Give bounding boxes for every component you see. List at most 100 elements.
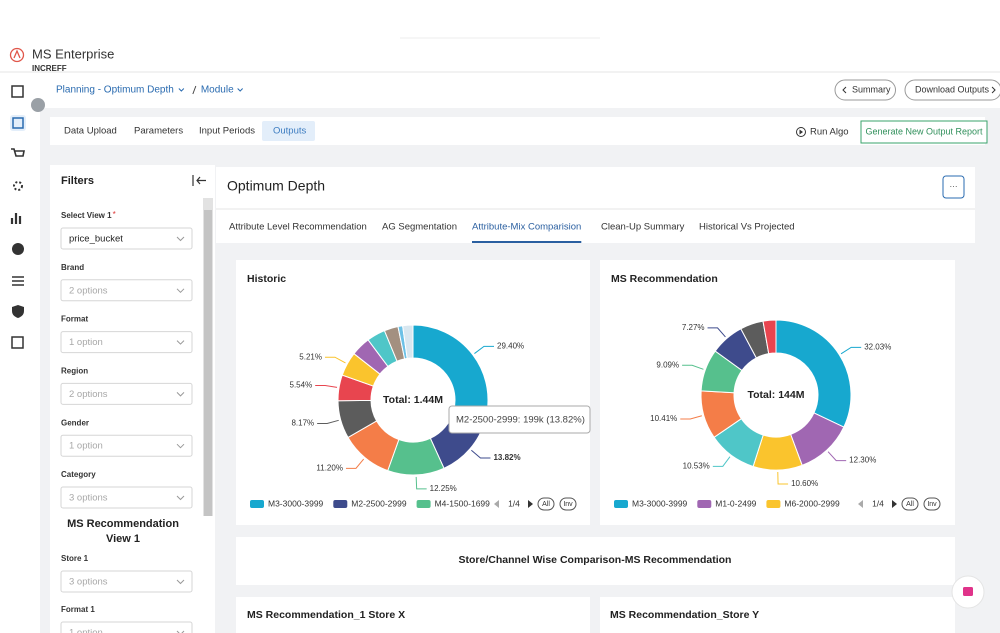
select[interactable] [60, 279, 193, 302]
nav-icon[interactable] [12, 305, 24, 318]
header-button-label[interactable]: Download Outputs [915, 84, 990, 94]
chevron [176, 443, 185, 449]
scroll-thumb[interactable] [204, 210, 212, 516]
collapse-toggle[interactable] [31, 98, 45, 112]
select[interactable] [60, 331, 193, 354]
select[interactable] [60, 570, 193, 593]
nav-icon[interactable] [12, 117, 24, 129]
select[interactable] [60, 227, 193, 250]
legend-label[interactable]: M2-2500-2999 [351, 498, 407, 508]
data-label: 9.09% [656, 360, 679, 369]
select[interactable] [60, 382, 193, 405]
legend-swatch[interactable] [250, 500, 264, 508]
data-label: 10.53% [683, 461, 710, 470]
tooltip-text: M2-2500-2999: 199k (13.82%) [456, 415, 585, 426]
legend-next[interactable] [528, 500, 533, 508]
legend-label[interactable]: M3-3000-3999 [632, 498, 688, 508]
tab[interactable]: Data Upload [64, 126, 117, 137]
header-button-label[interactable]: Summary [852, 84, 891, 94]
nav-icon[interactable] [10, 213, 22, 224]
legend-button-label[interactable]: Inv [927, 501, 937, 508]
sidebar [10, 85, 26, 349]
header-button[interactable] [904, 79, 1000, 101]
chevron [176, 495, 185, 501]
nav-icon-active[interactable] [10, 115, 26, 131]
select-value[interactable]: price_bucket [69, 234, 123, 245]
action-button[interactable]: Run Algo [810, 127, 849, 138]
legend-swatch[interactable] [614, 500, 628, 508]
run-icon[interactable] [796, 127, 806, 137]
breadcrumb-item[interactable]: Planning - Optimum Depth [56, 85, 174, 96]
nav-icon[interactable] [11, 85, 24, 98]
header-button[interactable] [834, 79, 897, 101]
data-label: 13.82% [493, 453, 520, 462]
select-value[interactable]: 3 options [69, 577, 108, 588]
logo-mark [13, 49, 21, 59]
select-value[interactable]: 1 option [69, 337, 103, 348]
filter-section-title: MS Recommendation View 1 [67, 518, 179, 545]
tab[interactable]: Outputs [273, 126, 307, 137]
subtab[interactable]: Clean-Up Summary [601, 222, 685, 233]
tab[interactable]: Input Periods [199, 126, 255, 137]
nav-icon[interactable] [12, 276, 24, 286]
collapse-icon[interactable] [192, 175, 206, 186]
nav-icon[interactable] [11, 148, 25, 157]
legend-swatch[interactable] [333, 500, 348, 508]
chevron [842, 86, 847, 94]
leader-line [415, 476, 427, 490]
nav-icon[interactable] [12, 243, 24, 255]
menu-button[interactable] [942, 175, 965, 199]
action-button-frame[interactable] [860, 120, 988, 144]
legend-swatch[interactable] [416, 500, 431, 508]
chevron [237, 88, 244, 92]
legend-swatch[interactable] [697, 500, 712, 508]
legend-label[interactable]: M6-2000-2999 [784, 498, 840, 508]
menu-icon[interactable]: ··· [950, 182, 958, 191]
subtab[interactable]: Attribute-Mix Comparision [472, 222, 581, 233]
nav-icon[interactable] [11, 336, 24, 349]
legend-label[interactable]: M4-1500-1699 [435, 498, 491, 508]
legend-button[interactable] [559, 497, 577, 511]
data-label: 12.25% [430, 484, 457, 493]
legend-label[interactable]: M1-0-2499 [715, 498, 756, 508]
main-title: Optimum Depth [227, 178, 325, 194]
tab[interactable]: Parameters [134, 126, 183, 137]
select-value[interactable]: 1 option [69, 441, 103, 452]
legend-button-label[interactable]: All [906, 501, 914, 508]
breadcrumb-item[interactable]: Module [201, 85, 234, 96]
chat-icon[interactable] [963, 587, 973, 596]
nav-icon[interactable] [13, 181, 23, 191]
legend-prev[interactable] [494, 500, 499, 508]
legend-next[interactable] [892, 500, 897, 508]
select-value[interactable]: 2 options [69, 389, 108, 400]
select-value[interactable]: 1 option [69, 628, 103, 633]
legend-button-label[interactable]: Inv [563, 501, 573, 508]
subtab[interactable]: Historical Vs Projected [699, 222, 795, 233]
legend-prev[interactable] [858, 500, 863, 508]
legend-swatch[interactable] [766, 500, 781, 508]
subtab[interactable]: AG Segmentation [382, 222, 457, 233]
legend-label[interactable]: M3-3000-3999 [268, 498, 324, 508]
required-mark: * [113, 210, 116, 219]
legend-button[interactable] [901, 497, 919, 511]
chevron [176, 236, 185, 242]
filter-label: Category [61, 470, 96, 479]
select-value[interactable]: 2 options [69, 285, 108, 296]
subtab[interactable]: Attribute Level Recommendation [229, 222, 367, 233]
select-value[interactable]: 3 options [69, 493, 108, 504]
select[interactable] [60, 434, 193, 457]
legend-button[interactable] [537, 497, 555, 511]
data-label: 12.30% [849, 456, 876, 465]
legend-button-label[interactable]: All [542, 501, 550, 508]
leader-line [682, 364, 704, 370]
select[interactable] [60, 486, 193, 509]
run-icon[interactable] [799, 129, 804, 135]
legend-button[interactable] [923, 497, 941, 511]
chart-card [236, 597, 590, 633]
data-label: 29.40% [497, 341, 524, 350]
chart-title: Historic [247, 273, 286, 285]
leader-line [680, 415, 702, 420]
action-button[interactable]: Generate New Output Report [865, 126, 983, 136]
chevron [176, 579, 185, 585]
chevron [991, 86, 996, 94]
